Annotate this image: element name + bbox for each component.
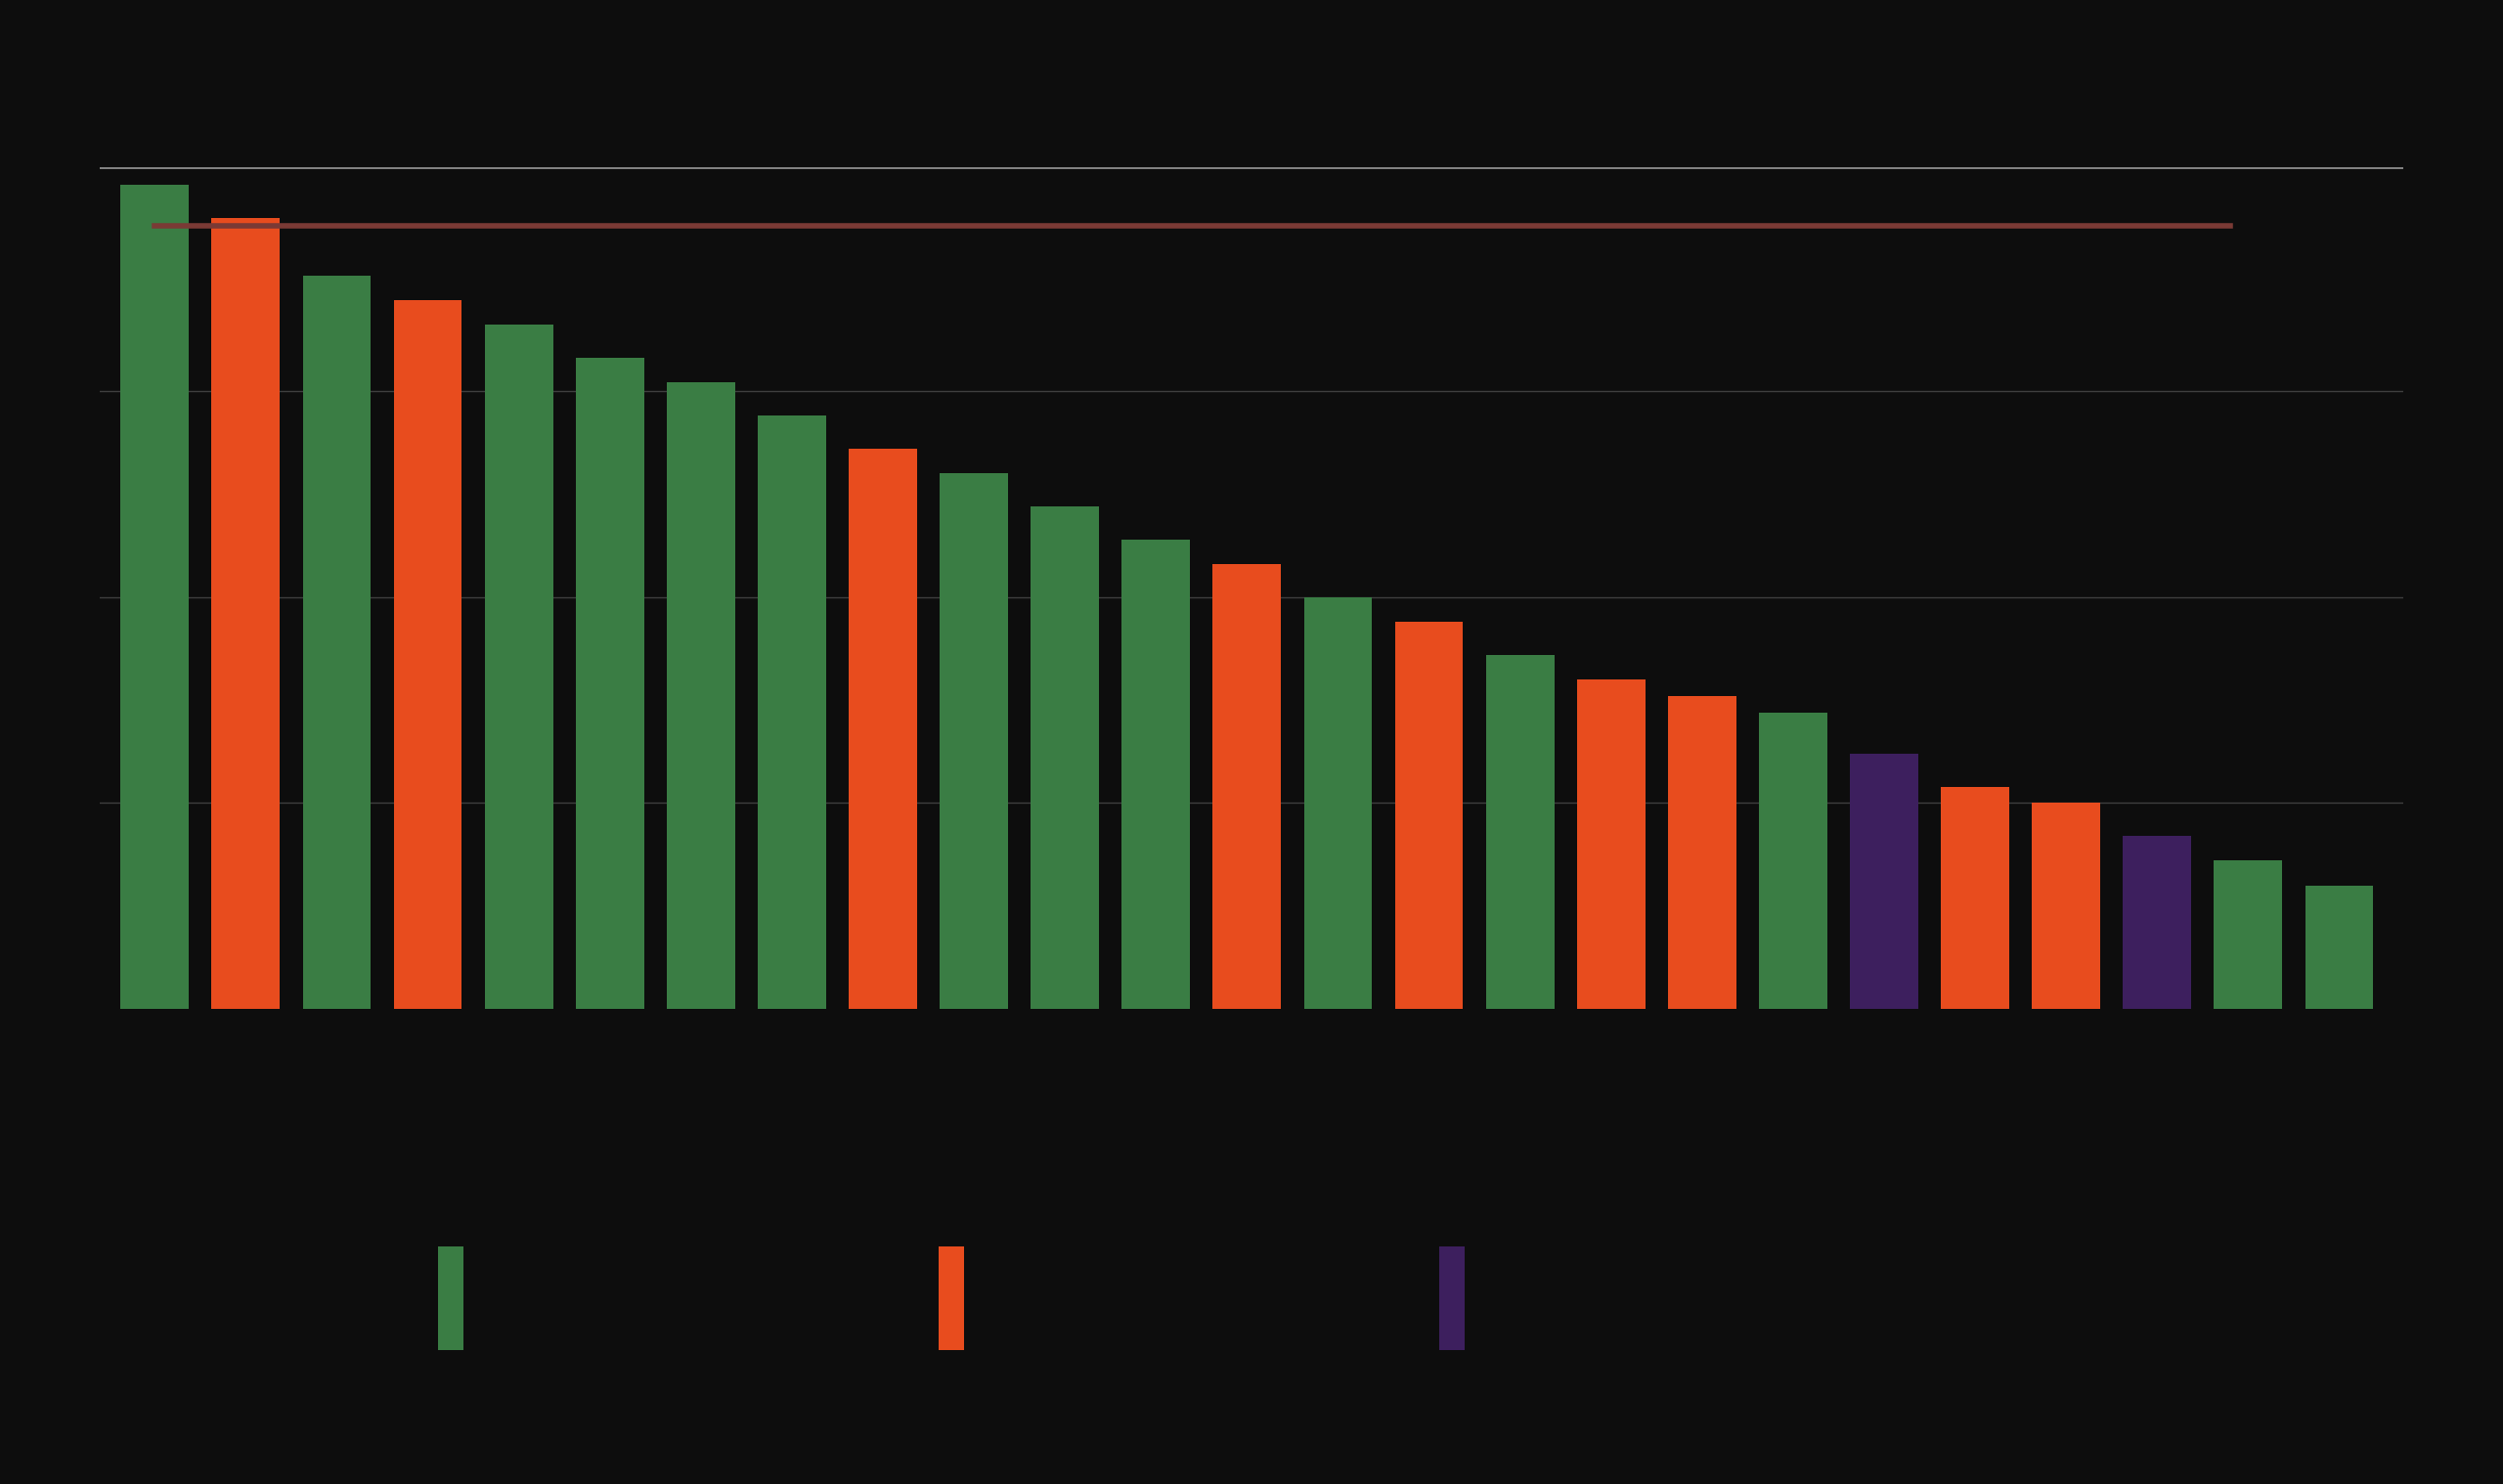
Bar	[1304, 597, 1372, 1009]
Bar	[1577, 680, 1644, 1009]
Bar	[2123, 835, 2190, 1009]
Bar	[1940, 787, 2010, 1009]
Bar	[2305, 886, 2373, 1009]
Bar	[1214, 564, 1282, 1009]
Bar	[576, 358, 643, 1009]
Bar	[303, 276, 370, 1009]
Bar	[1487, 654, 1554, 1009]
Bar	[2032, 803, 2100, 1009]
Bar	[758, 416, 826, 1009]
Bar	[849, 448, 916, 1009]
Bar	[1121, 539, 1189, 1009]
Bar	[1667, 696, 1737, 1009]
Bar	[1760, 712, 1827, 1009]
Bar	[1031, 506, 1099, 1009]
Bar	[120, 184, 188, 1009]
Bar	[2215, 861, 2283, 1009]
Bar	[1394, 622, 1464, 1009]
Bar	[939, 473, 1009, 1009]
Bar	[486, 325, 553, 1009]
Bar	[1850, 754, 1917, 1009]
Bar	[393, 300, 463, 1009]
Bar	[213, 218, 280, 1009]
Bar	[666, 383, 736, 1009]
